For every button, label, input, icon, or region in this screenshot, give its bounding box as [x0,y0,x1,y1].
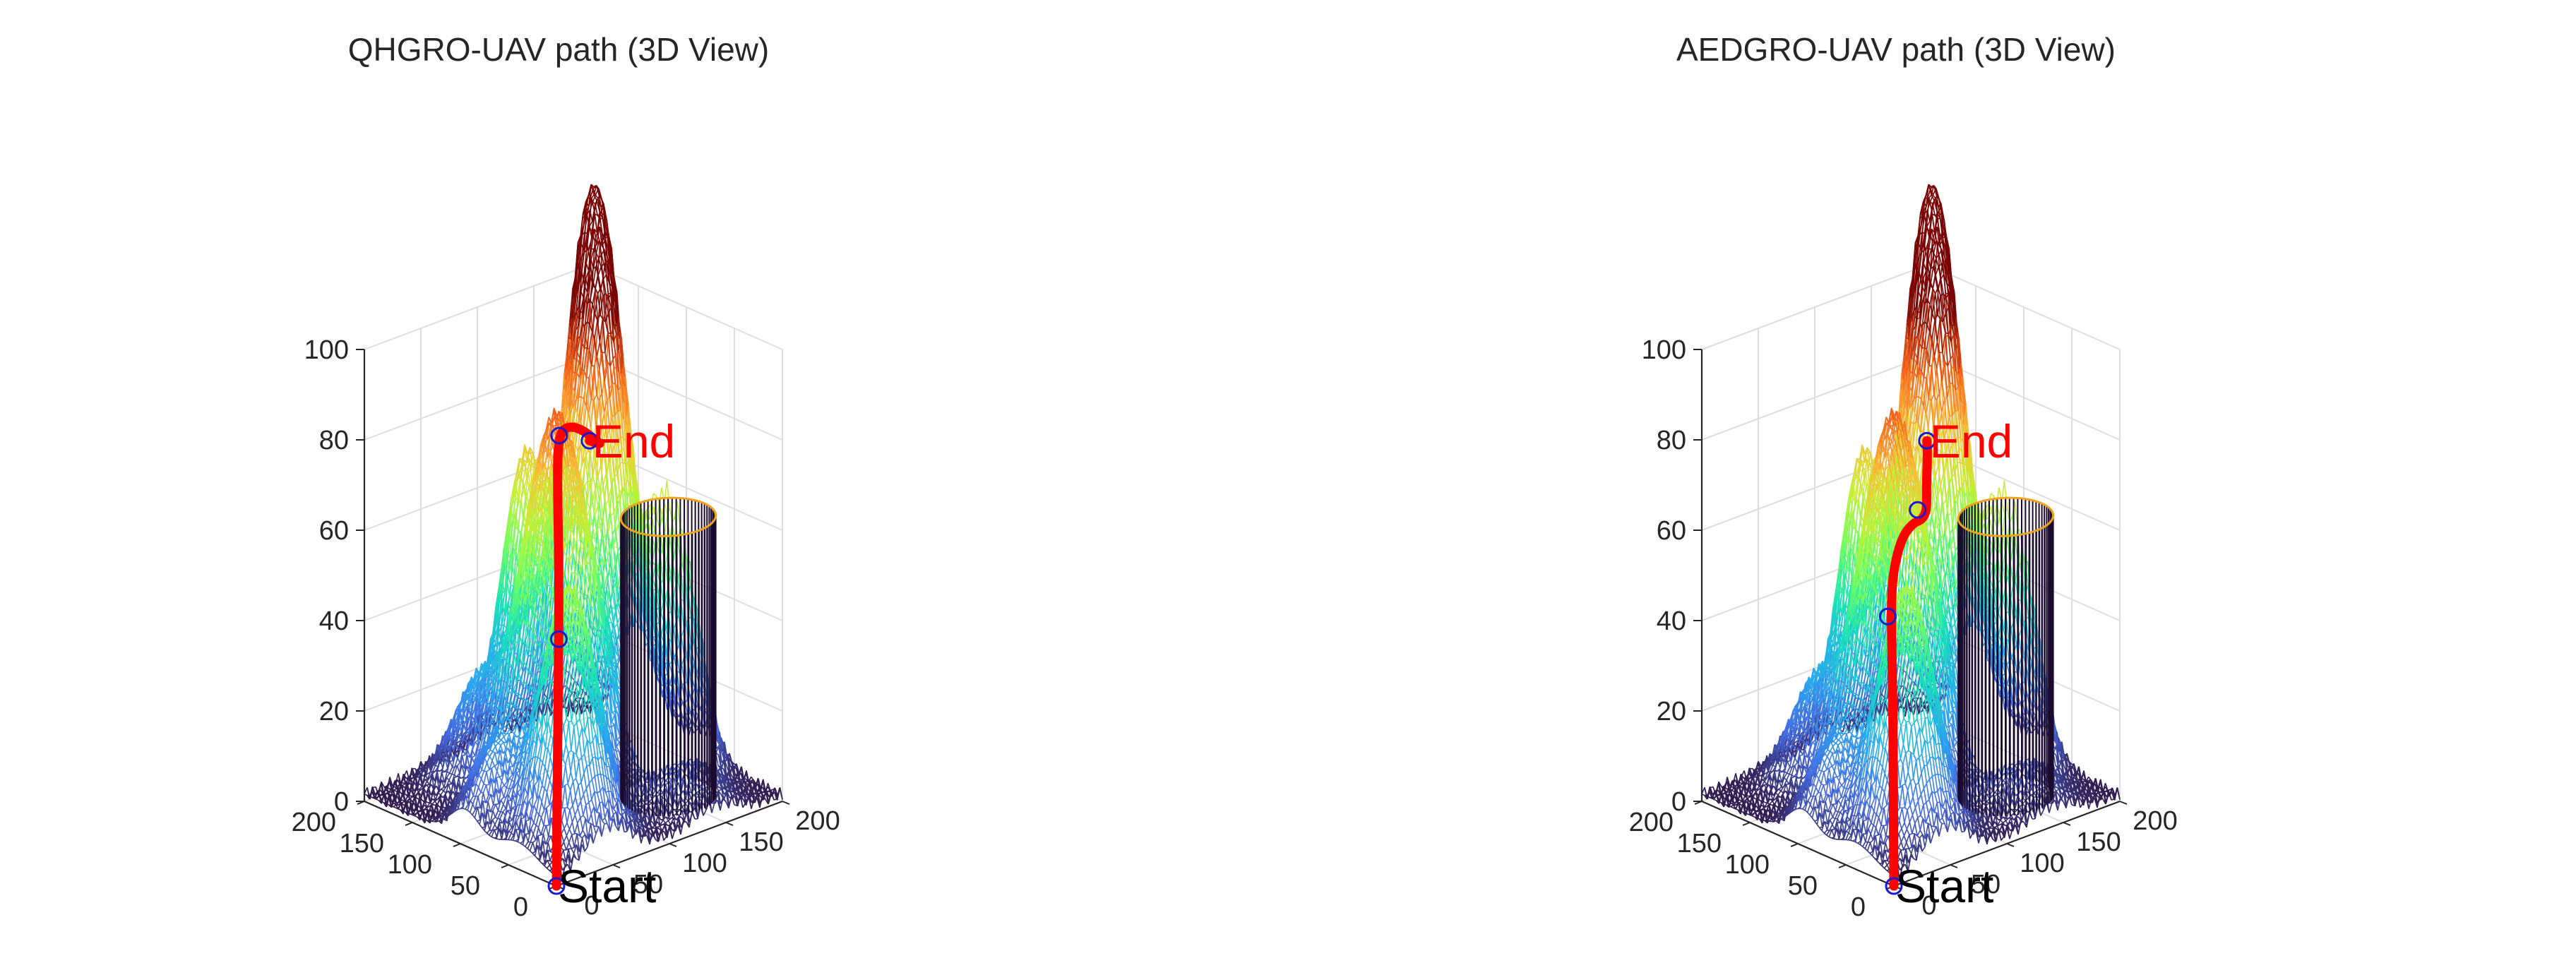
qhgro-uav-3d-plot: QHGRO-UAV path (3D View) 050100150200050… [292,31,840,922]
mesh-row-line [524,794,528,801]
plot-title-qhgro: QHGRO-UAV path (3D View) [348,31,769,68]
mesh-row-line [547,734,551,748]
mesh-row-line [480,784,484,793]
mesh-row-line [538,801,542,815]
mesh-row-line [503,781,508,786]
mesh-row-line [664,502,668,515]
mesh-row-line [491,753,496,761]
terrain-surface-mesh [364,184,783,880]
mesh-row-line [530,834,534,843]
mesh-row-line [480,770,485,779]
mesh-row-line [542,728,547,736]
mesh-row-line [491,817,496,820]
mesh-row-line [498,739,502,744]
mesh-row-line [448,774,453,781]
mesh-row-line [586,599,590,626]
mesh-row-line [533,811,537,823]
mesh-row-line [594,506,599,516]
mesh-row-line [528,796,533,801]
mesh-row-line [472,809,476,815]
mesh-row-line [477,791,482,797]
side-wall-grid-line [590,264,783,350]
mesh-row-line [495,742,499,747]
mesh-row-line [440,790,444,796]
mesh-row-line [477,778,482,788]
mesh-row-line [535,814,539,825]
mesh-row-line [503,796,507,805]
mesh-row-line [486,756,491,763]
mesh-row-line [483,771,487,784]
mesh-row-line [483,762,488,772]
mesh-row-line [572,551,576,567]
mesh-row-line [549,739,554,758]
mesh-row-line [427,772,431,780]
mesh-row-line [525,841,529,847]
mesh-row-line [469,803,474,813]
mesh-row-line [500,736,505,741]
mesh-row-line [364,786,368,795]
mesh-row-line [578,564,582,586]
back-wall-grid-line [364,264,591,350]
mesh-row-line [487,749,491,755]
mesh-row-line [542,748,547,763]
mesh-row-line [508,827,513,832]
mesh-row-line [517,788,521,793]
mesh-row-line [530,823,535,830]
mesh-row-line [475,786,479,797]
mesh-row-line [491,746,496,752]
mesh-row-line [494,818,499,825]
mesh-row-line [500,796,504,801]
mesh-row-line [508,832,512,840]
mesh-row-line [482,784,487,794]
mesh-row-line [533,798,538,806]
back-wall-grid-line [364,354,591,441]
mesh-row-line [471,755,475,758]
mesh-row-line [500,804,504,813]
mesh-row-line [495,738,499,742]
mesh-row-line [542,767,546,786]
mesh-row-line [537,725,542,734]
mesh-row-line [596,341,601,357]
mesh-row-line [502,808,506,813]
mesh-row-line [544,773,548,789]
mesh-row-line [527,842,531,849]
mesh-row-line [541,788,545,803]
mesh-row-line [486,769,490,772]
mesh-row-line [508,774,513,779]
